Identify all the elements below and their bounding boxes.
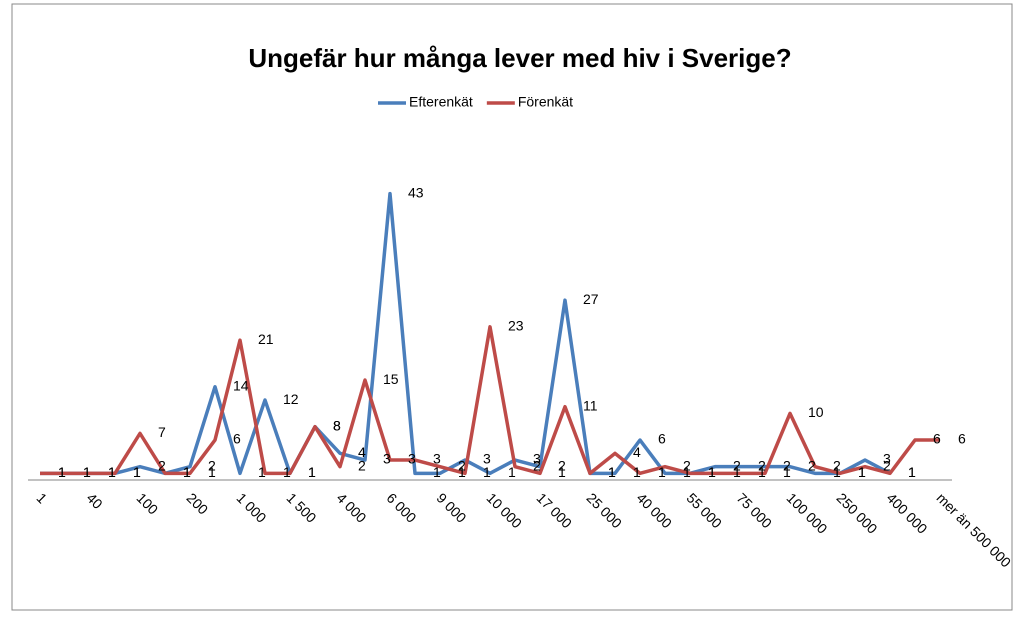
data-label: 1 (708, 464, 716, 480)
data-label: 1 (683, 464, 691, 480)
series-line (40, 191, 891, 476)
data-label: 1 (308, 464, 316, 480)
data-label: 2 (458, 457, 466, 473)
data-label: 2 (833, 457, 841, 473)
data-label: 6 (658, 431, 666, 447)
data-label: 12 (283, 391, 299, 407)
data-label: 4 (633, 444, 641, 460)
data-label: 6 (233, 431, 241, 447)
data-label: 3 (383, 451, 391, 467)
data-label: 7 (158, 424, 166, 440)
data-label: 1 (758, 464, 766, 480)
data-label: 2 (208, 457, 216, 473)
data-label: 1 (108, 464, 116, 480)
data-label: 1 (108, 464, 116, 480)
data-label: 1 (58, 464, 66, 480)
series-line (40, 325, 940, 476)
data-label: 1 (833, 464, 841, 480)
data-label: 3 (883, 451, 891, 467)
data-label: 1 (633, 464, 641, 480)
data-label: 3 (483, 451, 491, 467)
data-label: 3 (533, 451, 541, 467)
data-label: 1 (183, 464, 191, 480)
data-label: 1 (133, 464, 141, 480)
data-label: 6 (933, 431, 941, 447)
data-label: 1 (783, 464, 791, 480)
data-label: 43 (408, 184, 424, 200)
data-label: 1 (908, 464, 916, 480)
data-label: 1 (608, 464, 616, 480)
data-label: 1 (508, 464, 516, 480)
data-label: 8 (333, 417, 341, 433)
legend-label: Förenkät (518, 94, 573, 110)
data-label: 15 (383, 371, 399, 387)
data-label: 21 (258, 331, 274, 347)
chart-border (11, 3, 1013, 611)
chart-title: Ungefär hur många lever med hiv i Sverig… (248, 43, 791, 73)
data-label: 14 (233, 377, 249, 393)
data-label: 1 (733, 464, 741, 480)
data-label: 1 (308, 464, 316, 480)
data-label: 3 (433, 451, 441, 467)
data-label: 1 (458, 464, 466, 480)
data-label: 2 (883, 457, 891, 473)
data-label: 11 (583, 397, 598, 413)
data-label: 2 (558, 457, 566, 473)
data-label: 2 (808, 457, 816, 473)
data-label: 2 (758, 457, 766, 473)
data-label: 2 (358, 457, 366, 473)
data-label: 1 (608, 464, 616, 480)
data-label: 1 (283, 464, 291, 480)
data-label: 1 (708, 464, 716, 480)
data-label: 1 (133, 464, 141, 480)
data-label: 1 (558, 464, 566, 480)
data-label: 4 (358, 444, 366, 460)
data-label: 1 (183, 464, 191, 480)
data-label: 1 (258, 464, 266, 480)
data-label: 1 (83, 464, 91, 480)
data-label: 2 (533, 457, 541, 473)
data-label: 2 (733, 457, 741, 473)
data-label: 2 (158, 457, 166, 473)
data-label: 27 (583, 291, 599, 307)
data-label: 3 (408, 451, 416, 467)
data-label: 1 (208, 464, 216, 480)
data-label: 1 (58, 464, 66, 480)
data-label: 10 (808, 404, 824, 420)
data-label: 23 (508, 318, 524, 334)
data-label: 1 (908, 464, 916, 480)
data-label: 1 (858, 464, 866, 480)
data-label: 1 (858, 464, 866, 480)
data-label: 2 (683, 457, 691, 473)
data-label: 1 (433, 464, 441, 480)
data-label: 1 (658, 464, 666, 480)
data-label: 6 (958, 431, 966, 447)
data-label: 1 (83, 464, 91, 480)
legend-label: Efterenkät (409, 94, 473, 110)
data-label: 2 (783, 457, 791, 473)
data-label: 8 (333, 417, 341, 433)
data-label: 1 (483, 464, 491, 480)
